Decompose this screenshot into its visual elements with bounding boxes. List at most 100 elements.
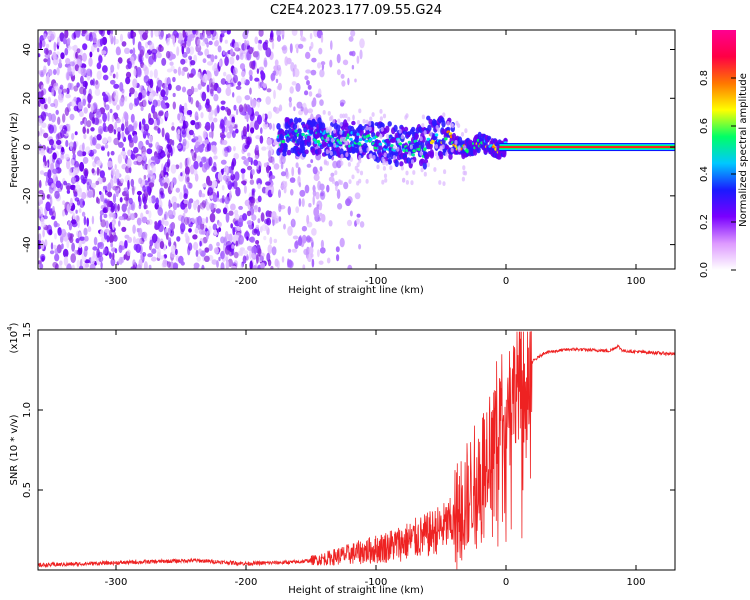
spectrogram-noise-cell <box>381 179 385 185</box>
spectrogram-noise-cell <box>114 38 119 45</box>
spectrogram-signal-cell <box>311 147 316 156</box>
spectrogram-noise-cell <box>53 82 59 91</box>
spectrogram-noise-cell <box>400 165 404 171</box>
spectrogram-noise-cell <box>339 121 343 127</box>
spectrogram-noise-cell <box>66 203 70 213</box>
spectrogram-noise-cell <box>97 242 103 248</box>
spectrogram-noise-cell <box>249 74 253 82</box>
spectrogram-noise-cell <box>129 49 134 54</box>
spectrogram-noise-cell <box>113 128 117 135</box>
spectrogram-noise-cell <box>201 41 206 47</box>
spectrogram-noise-cell <box>435 125 439 130</box>
spectrogram-noise-cell <box>312 195 315 206</box>
spectrogram-noise-cell <box>84 118 87 127</box>
spectrogram-noise-cell <box>159 241 165 249</box>
spectrogram-noise-cell <box>216 241 220 247</box>
spectrogram-noise-cell <box>354 78 357 83</box>
spectrogram-noise-cell <box>52 261 58 268</box>
spectrogram-noise-cell <box>278 203 282 213</box>
spectrogram-noise-cell <box>226 131 232 139</box>
spectrogram-noise-cell <box>116 126 122 133</box>
spectrogram-noise-cell <box>157 207 163 216</box>
spectrogram-signal-cell <box>323 142 328 147</box>
spectrogram-noise-cell <box>194 173 199 182</box>
spectrogram-noise-cell <box>298 43 304 49</box>
spectrogram-noise-cell <box>246 123 250 133</box>
spectrogram-noise-cell <box>136 264 142 269</box>
spectrogram-noise-cell <box>331 137 335 143</box>
spectrogram-noise-cell <box>222 207 228 215</box>
spectrogram-noise-cell <box>386 133 390 139</box>
spectrogram-signal-cell <box>448 153 453 160</box>
spectrogram-noise-cell <box>266 217 272 226</box>
spectrogram-noise-cell <box>342 59 349 66</box>
spectrogram-noise-cell <box>340 153 344 159</box>
spectrogram-noise-cell <box>93 236 98 246</box>
spectrogram-noise-cell <box>92 149 97 154</box>
spectrogram-noise-cell <box>39 127 43 137</box>
spectrogram-noise-cell <box>63 180 68 186</box>
spectrogram-noise-cell <box>262 82 267 89</box>
spectrogram-noise-cell <box>257 206 261 213</box>
spectrogram-noise-cell <box>99 191 102 195</box>
spectrogram-noise-cell <box>79 86 85 95</box>
spectrogram-noise-cell <box>181 70 185 77</box>
spectrogram-noise-cell <box>220 250 225 260</box>
spectrogram-noise-cell <box>209 88 214 95</box>
spectrogram-noise-cell <box>270 265 274 269</box>
spectrogram-noise-cell <box>132 78 138 88</box>
spectrogram-noise-cell <box>119 82 124 92</box>
spectrogram-noise-cell <box>67 103 71 109</box>
spectrogram-noise-cell <box>52 152 57 160</box>
spectrogram-noise-cell <box>113 175 117 184</box>
spectrogram-noise-cell <box>326 136 330 142</box>
spectrogram-noise-cell <box>89 33 93 42</box>
spectrogram-noise-cell <box>322 110 326 115</box>
spectrogram-signal-cell <box>292 123 298 130</box>
spectrogram-noise-cell <box>276 85 281 90</box>
spectrogram-noise-cell <box>106 30 111 36</box>
spectrogram-noise-cell <box>169 223 174 231</box>
spectrogram-noise-cell <box>167 209 173 218</box>
x-tick-label: 0 <box>503 577 509 588</box>
spectrogram-noise-cell <box>312 185 316 191</box>
spectrogram-noise-cell <box>260 72 266 81</box>
spectrogram-noise-cell <box>66 37 71 45</box>
spectrogram-noise-cell <box>61 88 68 93</box>
spectrogram-signal-cell <box>297 128 302 134</box>
spectrogram-noise-cell <box>115 71 119 80</box>
spectrogram-signal-cell <box>378 144 383 151</box>
spectrogram-noise-cell <box>345 152 349 158</box>
spectrogram-noise-cell <box>336 69 341 76</box>
spectrogram-noise-cell <box>76 199 80 206</box>
spectrogram-noise-cell <box>282 44 288 55</box>
spectrogram-noise-cell <box>143 75 150 84</box>
spectrogram-noise-cell <box>244 144 249 150</box>
spectrogram-noise-cell <box>167 261 171 268</box>
spectrogram-peak-cell <box>369 137 373 141</box>
spectrogram-noise-cell <box>78 232 81 238</box>
spectrogram-noise-cell <box>172 92 176 98</box>
spectrogram-noise-cell <box>463 145 467 150</box>
spectrogram-noise-cell <box>82 156 89 164</box>
spectrogram-noise-cell <box>180 228 184 235</box>
spectrogram-noise-cell <box>134 90 138 99</box>
spectrogram-noise-cell <box>188 55 193 60</box>
spectrogram-noise-cell <box>202 58 207 64</box>
spectrogram-noise-cell <box>207 187 214 196</box>
spectrogram-noise-cell <box>320 61 326 66</box>
spectrogram-noise-cell <box>69 113 75 121</box>
spectrogram-noise-cell <box>330 115 334 120</box>
spectrogram-noise-cell <box>165 232 169 240</box>
spectrogram-noise-cell <box>166 37 170 46</box>
spectrogram-signal-cell <box>284 129 289 136</box>
spectrogram-noise-cell <box>50 33 55 41</box>
spectrogram-noise-cell <box>254 155 259 160</box>
spectrogram-noise-cell <box>283 223 286 230</box>
spectrogram-noise-cell <box>230 48 234 56</box>
spectrogram-noise-cell <box>240 168 246 174</box>
spectrogram-signal-cell <box>441 119 446 128</box>
spectrogram-noise-cell <box>206 143 210 152</box>
spectrogram-noise-cell <box>334 170 338 176</box>
spectrogram-noise-cell <box>177 113 181 121</box>
